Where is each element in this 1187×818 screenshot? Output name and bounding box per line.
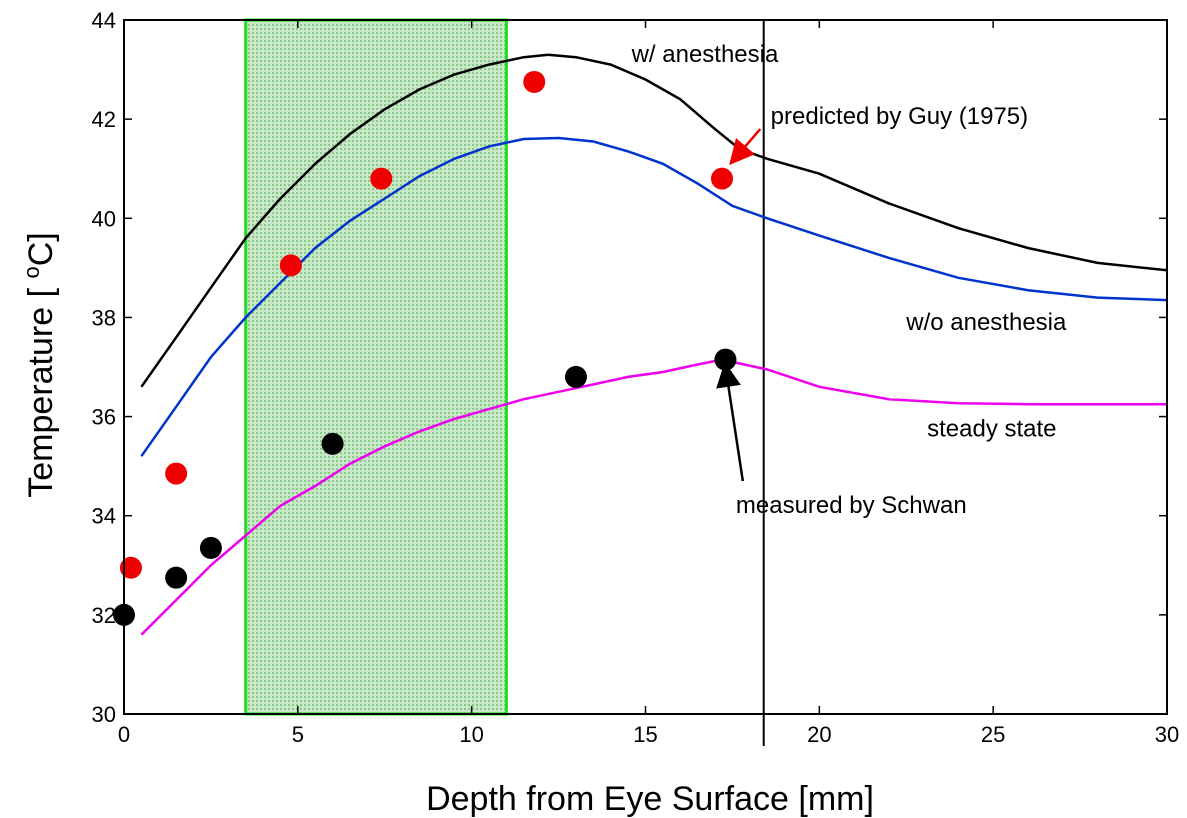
- series-line-1: [140, 136, 1168, 457]
- annotation-measured-schwan: measured by Schwan: [736, 492, 967, 519]
- y-tick-label: 40: [92, 206, 116, 231]
- y-axis-title-degree: o: [19, 266, 44, 278]
- x-tick-label: 0: [118, 722, 130, 747]
- y-axis-title-unit: C]: [22, 232, 60, 266]
- x-tick-label: 15: [633, 722, 657, 747]
- x-tick-label: 25: [981, 722, 1005, 747]
- annotation-wo-anesthesia: w/o anesthesia: [905, 309, 1067, 336]
- series-line-2: [140, 358, 1167, 636]
- marker-point-1-3: [321, 432, 344, 455]
- marker-point-1-1: [165, 566, 188, 589]
- y-tick-label: 30: [92, 702, 116, 727]
- y-axis-title-text: Temperature [: [22, 279, 60, 498]
- marker-point-1-2: [199, 536, 222, 559]
- x-tick-label: 5: [292, 722, 304, 747]
- annotation-w-anesthesia: w/ anesthesia: [631, 41, 779, 68]
- x-ticks: 0 5 10 15 20 25 30: [118, 20, 1179, 747]
- marker-layer: [113, 70, 737, 626]
- marker-point-0-4: [523, 70, 546, 93]
- shaded-region-layer: [244, 18, 508, 716]
- y-ticks: 30 32 34 36 38 40 42 44: [92, 8, 1167, 727]
- y-tick-label: 36: [92, 405, 116, 430]
- arrow-schwan: [716, 362, 745, 482]
- y-tick-label: 32: [92, 603, 116, 628]
- y-tick-label: 42: [92, 107, 116, 132]
- y-tick-label: 38: [92, 305, 116, 330]
- marker-point-0-5: [710, 167, 733, 190]
- marker-point-0-3: [370, 167, 393, 190]
- x-tick-label: 20: [807, 722, 831, 747]
- marker-point-0-0: [119, 556, 142, 579]
- marker-point-0-2: [279, 254, 302, 277]
- x-tick-label: 30: [1155, 722, 1179, 747]
- y-axis-title: Temperature [ oC]: [19, 232, 60, 497]
- arrow-guy: [729, 128, 762, 166]
- arrow-layer: [716, 128, 762, 482]
- marker-point-1-4: [564, 365, 587, 388]
- series-layer: [140, 53, 1168, 636]
- series-line-0: [140, 53, 1168, 388]
- annotation-steady-state: steady state: [927, 415, 1056, 442]
- x-tick-label: 10: [459, 722, 483, 747]
- annotation-predicted-guy: predicted by Guy (1975): [771, 103, 1028, 130]
- y-tick-label: 44: [92, 8, 116, 33]
- y-tick-label: 34: [92, 504, 116, 529]
- x-axis-title: Depth from Eye Surface [mm]: [426, 780, 874, 818]
- marker-point-0-1: [165, 462, 188, 485]
- shaded-region: [244, 18, 508, 716]
- annotation-layer: w/ anesthesia predicted by Guy (1975) w/o …: [631, 41, 1067, 519]
